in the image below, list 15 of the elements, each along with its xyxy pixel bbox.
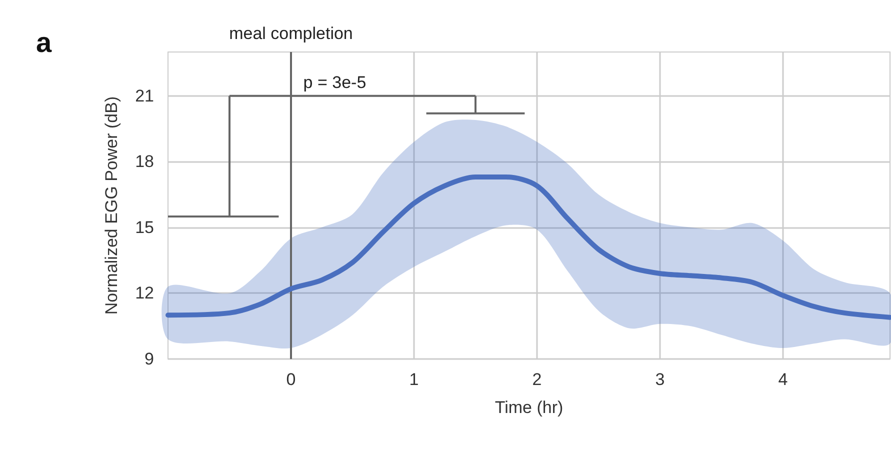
y-tick-label: 18 [135, 152, 154, 172]
x-axis-title: Time (hr) [494, 398, 564, 417]
text: a [36, 27, 52, 58]
y-axis-title: Normalized EGG Power (dB) [102, 96, 121, 315]
y-tick-label: 9 [144, 350, 154, 368]
x-tick-label: 0 [286, 370, 296, 389]
x-tick-label: 1 [409, 370, 419, 389]
x-tick-label: 3 [655, 370, 665, 389]
x-tick-label: 4 [778, 370, 788, 389]
y-tick-label: 21 [135, 86, 154, 106]
annotation: p = 3e-5 [303, 72, 366, 92]
y-tick-label: 15 [135, 218, 154, 237]
y-tick-label: 12 [135, 284, 154, 303]
ref-line-label: meal completion [229, 24, 353, 43]
x-tick-label: 2 [532, 370, 542, 389]
